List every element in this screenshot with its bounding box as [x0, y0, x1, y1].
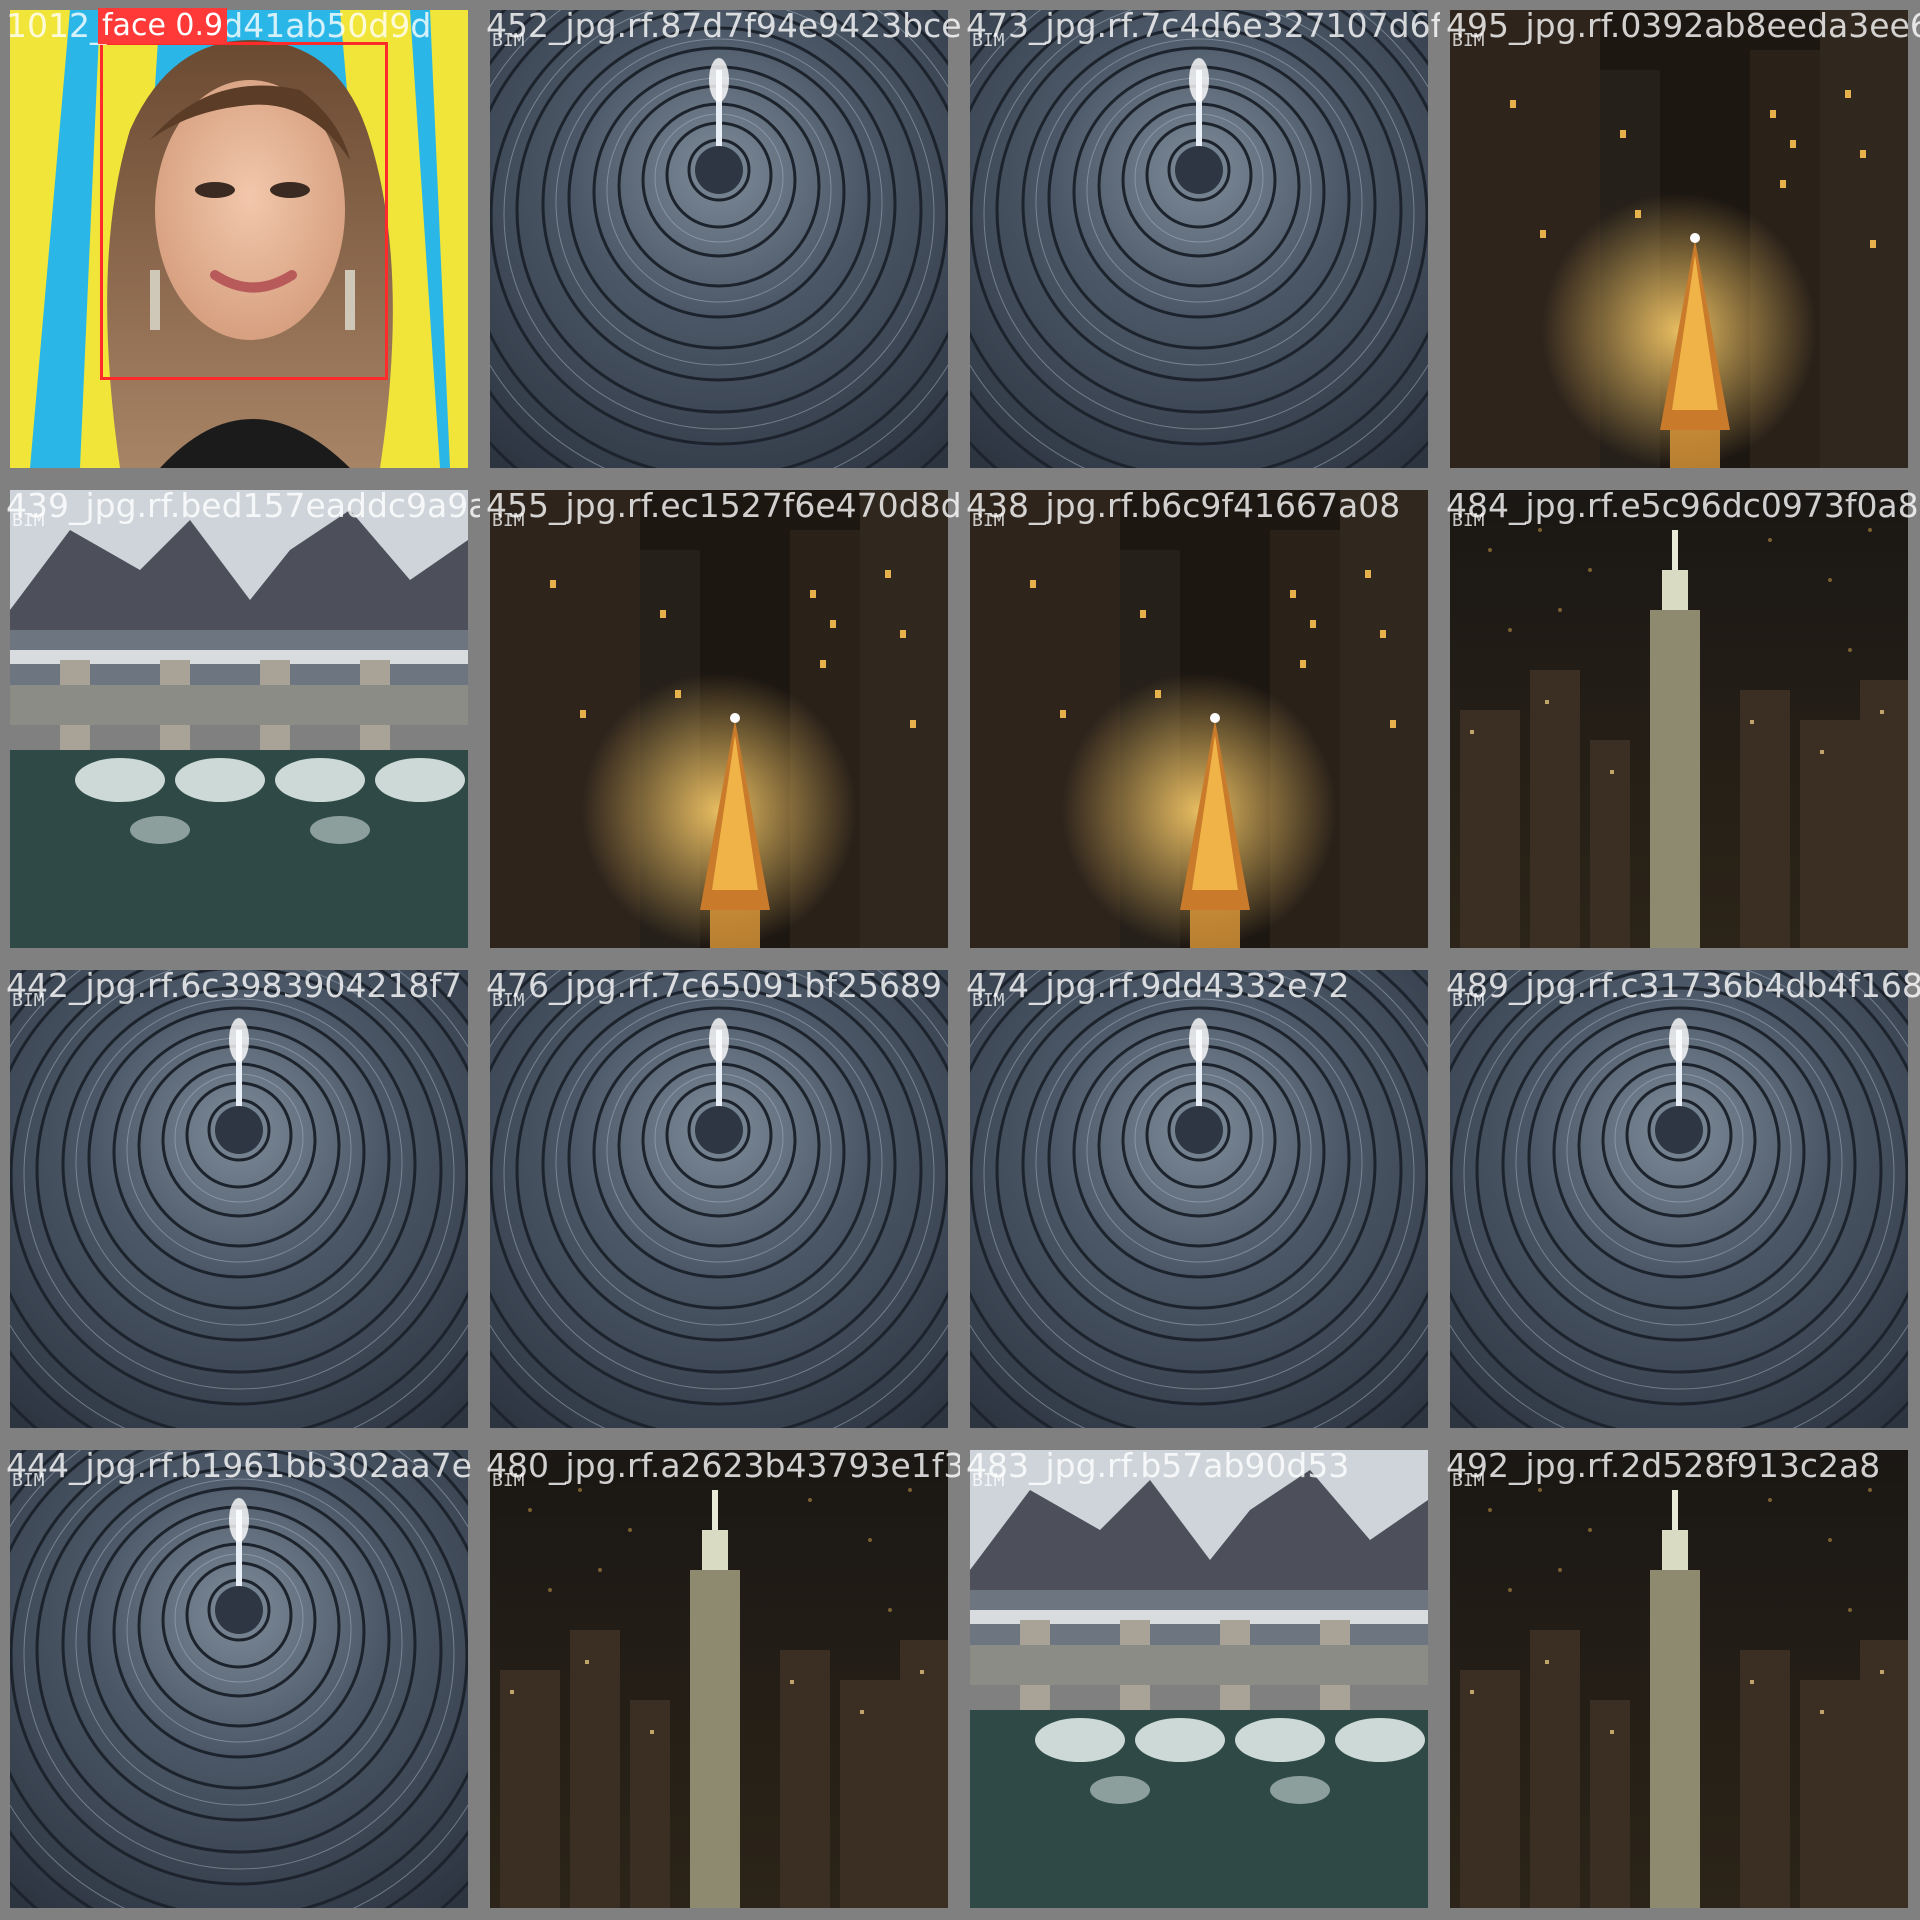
- watermark: BIM: [492, 30, 525, 51]
- solar-field-photo: [10, 970, 468, 1428]
- mosaic-tile: BIM 444_jpg.rf.b1961bb302aa7e: [0, 1440, 480, 1920]
- watermark: BIM: [12, 510, 45, 531]
- watermark: BIM: [12, 1470, 45, 1491]
- city-tree-photo: [490, 490, 948, 948]
- solar-field-image: [970, 10, 1428, 468]
- solar-field-image: [10, 1450, 468, 1908]
- watermark: BIM: [1452, 990, 1485, 1011]
- solar-field-photo: [490, 10, 948, 468]
- mosaic-tile: BIM 484_jpg.rf.e5c96dc0973f0a81b: [1440, 480, 1920, 960]
- mosaic-tile: BIM 492_jpg.rf.2d528f913c2a8: [1440, 1440, 1920, 1920]
- mosaic-tile: BIM 438_jpg.rf.b6c9f41667a08: [960, 480, 1440, 960]
- mosaic-tile: BIM 495_jpg.rf.0392ab8eeda3ee6: [1440, 0, 1920, 480]
- solar-field-photo: [970, 970, 1428, 1428]
- empire-state-photo: [490, 1450, 948, 1908]
- city-tree-photo: [970, 490, 1428, 948]
- solar-field-image: [10, 970, 468, 1428]
- empire-state-photo: [1450, 1450, 1908, 1908]
- solar-field-image: [970, 970, 1428, 1428]
- solar-field-photo: [490, 970, 948, 1428]
- city-tree-image: [490, 490, 948, 948]
- solar-field-image: [490, 10, 948, 468]
- mosaic-tile: BIM 489_jpg.rf.c31736b4db4f168c5: [1440, 960, 1920, 1440]
- solar-field-photo: [970, 10, 1428, 468]
- watermark: BIM: [972, 1470, 1005, 1491]
- watermark: BIM: [1452, 1470, 1485, 1491]
- watermark: BIM: [12, 990, 45, 1011]
- detection-box: [100, 42, 388, 380]
- dam-photo: [970, 1450, 1428, 1908]
- mosaic-tile: BIM 455_jpg.rf.ec1527f6e470d8d7: [480, 480, 960, 960]
- solar-field-photo: [10, 1450, 468, 1908]
- mosaic-tile: BIM 480_jpg.rf.a2623b43793e1f3c: [480, 1440, 960, 1920]
- solar-field-image: [1450, 970, 1908, 1428]
- mosaic-tile: BIM 452_jpg.rf.87d7f94e9423bceec: [480, 0, 960, 480]
- empire-state-image: [1450, 1450, 1908, 1908]
- watermark: BIM: [492, 990, 525, 1011]
- empire-state-image: [490, 1450, 948, 1908]
- city-tree-image: [1450, 10, 1908, 468]
- watermark: BIM: [492, 1470, 525, 1491]
- solar-field-photo: [1450, 970, 1908, 1428]
- watermark: BIM: [972, 990, 1005, 1011]
- dam-image: [10, 490, 468, 948]
- mosaic-tile: BIM 442_jpg.rf.6c3983904218f7: [0, 960, 480, 1440]
- mosaic-tile: BIM 474_jpg.rf.9dd4332e72: [960, 960, 1440, 1440]
- city-tree-image: [970, 490, 1428, 948]
- dam-image: [970, 1450, 1428, 1908]
- watermark: BIM: [1452, 510, 1485, 531]
- mosaic-tile: 1012_jpg.rf.7d41ab50d9dface 0.9: [0, 0, 480, 480]
- watermark: BIM: [492, 510, 525, 531]
- mosaic-tile: BIM 476_jpg.rf.7c65091bf25689: [480, 960, 960, 1440]
- empire-state-image: [1450, 490, 1908, 948]
- solar-field-image: [490, 970, 948, 1428]
- watermark: BIM: [1452, 30, 1485, 51]
- mosaic-tile: BIM 483_jpg.rf.b57ab90d53: [960, 1440, 1440, 1920]
- dam-photo: [10, 490, 468, 948]
- empire-state-photo: [1450, 490, 1908, 948]
- city-tree-photo: [1450, 10, 1908, 468]
- mosaic-tile: BIM 473_jpg.rf.7c4d6e327107d6f71: [960, 0, 1440, 480]
- watermark: BIM: [972, 510, 1005, 531]
- mosaic-tile: BIM 439_jpg.rf.bed157eaddc9a9a: [0, 480, 480, 960]
- watermark: BIM: [972, 30, 1005, 51]
- detection-label: face 0.9: [98, 8, 228, 44]
